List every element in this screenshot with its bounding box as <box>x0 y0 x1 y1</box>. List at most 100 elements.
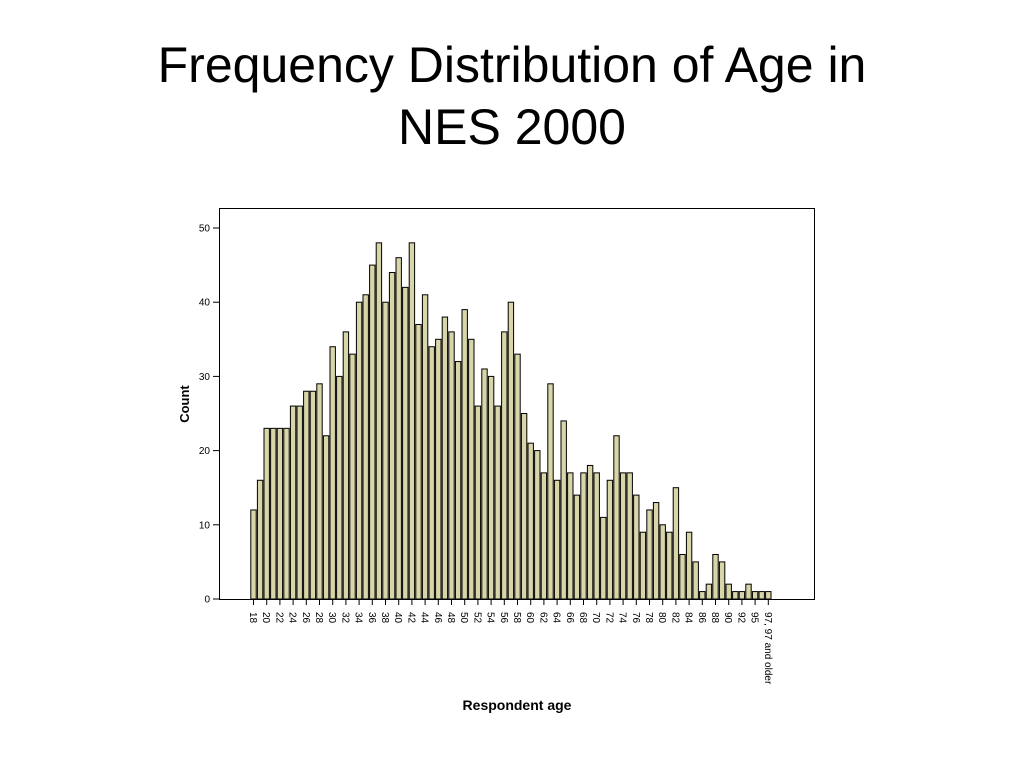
x-tick-label: 32 <box>339 612 350 624</box>
bar-age-72 <box>606 479 614 600</box>
bar-age-36 <box>369 264 376 600</box>
x-axis: 18 20 22 24 26 28 30 32 34 36 38 40 42 44 46 48 50 52 54 56… <box>247 599 773 685</box>
bars-group <box>250 242 772 600</box>
bar-age-84 <box>685 531 693 600</box>
bar-age-93 <box>745 583 752 600</box>
bar-age-74 <box>619 472 627 600</box>
bar-age-29 <box>322 435 330 600</box>
y-axis: 0 10 20 30 40 50 <box>199 224 220 606</box>
bar-age-41 <box>402 286 409 600</box>
x-tick-label: 82 <box>669 612 680 624</box>
bar-age-55 <box>494 405 501 600</box>
bar-age-80 <box>659 524 666 600</box>
x-tick-label: 52 <box>471 612 482 624</box>
bar-age-43 <box>415 323 422 600</box>
x-tick-label: 50 <box>458 612 469 624</box>
bar-age-40 <box>395 257 402 600</box>
x-tick-label: 42 <box>405 612 416 624</box>
bar-age-77 <box>639 531 647 600</box>
bar-age-88 <box>712 553 719 600</box>
bar-age-42 <box>408 242 416 600</box>
bar-age-89 <box>718 561 726 600</box>
y-tick-label: 20 <box>199 446 211 457</box>
x-tick-label: 26 <box>300 612 311 624</box>
bar-age-38 <box>382 301 389 600</box>
bar-age-52 <box>474 405 482 600</box>
bar-age-76 <box>633 494 640 600</box>
bar-age-23 <box>283 427 290 600</box>
bar-age-57 <box>507 301 515 600</box>
bar-age-48 <box>448 331 455 600</box>
x-axis-label: Respondent age <box>463 697 572 713</box>
bar-age-56 <box>501 331 508 600</box>
bar-age-86 <box>699 591 706 600</box>
bar-age-65 <box>560 420 567 600</box>
y-tick-label: 50 <box>199 224 211 235</box>
bar-age-63 <box>547 383 554 600</box>
bar-age-61 <box>534 450 541 600</box>
bar-age-26 <box>303 390 310 600</box>
bar-age-90 <box>725 583 732 600</box>
x-tick-label: 38 <box>379 612 390 624</box>
bar-age-51 <box>468 338 475 600</box>
bar-age-31 <box>336 375 343 600</box>
x-tick-label: 86 <box>696 612 707 624</box>
bar-age-32 <box>342 331 350 600</box>
bar-age-79 <box>652 502 660 600</box>
x-tick-label: 18 <box>247 612 258 624</box>
slide-title-line-1: Frequency Distribution of Age in <box>157 37 867 93</box>
bar-age-66 <box>567 472 574 600</box>
bar-age-39 <box>388 272 396 600</box>
bar-age-78 <box>646 509 653 600</box>
x-tick-label: 68 <box>577 612 588 624</box>
bar-age-58 <box>514 353 521 600</box>
x-tick-label: 60 <box>524 612 535 624</box>
bar-age-37 <box>375 242 383 600</box>
bar-age-54 <box>487 375 495 600</box>
x-tick-label: 97, 97 and older <box>762 612 773 685</box>
slide-title-line-2: NES 2000 <box>398 99 626 155</box>
bar-age-25 <box>296 405 303 600</box>
y-tick-label: 40 <box>199 298 211 309</box>
bar-age-75 <box>626 472 633 600</box>
bar-age-27 <box>309 390 317 600</box>
x-tick-label: 24 <box>287 612 298 624</box>
x-tick-label: 58 <box>511 612 522 624</box>
bar-age-19 <box>256 479 264 600</box>
bar-age-69 <box>586 464 594 600</box>
x-tick-label: 54 <box>485 612 496 624</box>
bar-age-20 <box>263 427 270 600</box>
x-tick-label: 20 <box>260 612 271 624</box>
bar-age-95 <box>751 591 759 600</box>
bar-age-33 <box>349 353 356 600</box>
bar-age-46 <box>435 338 442 600</box>
bar-age-73 <box>613 435 620 600</box>
x-tick-label: 36 <box>366 612 377 624</box>
bar-age-67 <box>573 494 581 600</box>
x-tick-label: 74 <box>617 612 628 624</box>
x-tick-label: 66 <box>564 612 575 624</box>
bar-age-96 <box>758 591 765 600</box>
bar-age-45 <box>428 346 435 600</box>
y-tick-label: 30 <box>199 372 211 383</box>
x-tick-label: 92 <box>735 612 746 624</box>
bar-age-53 <box>481 368 488 600</box>
x-tick-label: 88 <box>709 612 720 624</box>
x-tick-label: 80 <box>656 612 667 624</box>
bar-age-24 <box>289 405 297 600</box>
x-tick-label: 70 <box>590 612 601 624</box>
x-tick-label: 22 <box>273 612 284 624</box>
bar-age-59 <box>520 413 528 600</box>
x-tick-label: 48 <box>445 612 456 624</box>
x-tick-label: 28 <box>313 612 324 624</box>
bar-age-18 <box>250 509 257 600</box>
bar-age-81 <box>666 531 673 600</box>
x-tick-label: 78 <box>643 612 654 624</box>
x-tick-label: 62 <box>537 612 548 624</box>
bar-age-83 <box>679 553 686 600</box>
bar-age-30 <box>329 346 336 600</box>
x-tick-label: 95 <box>749 612 760 624</box>
x-tick-label: 76 <box>630 612 641 624</box>
y-axis-label: Count <box>177 385 192 423</box>
bar-age-82 <box>672 487 680 600</box>
